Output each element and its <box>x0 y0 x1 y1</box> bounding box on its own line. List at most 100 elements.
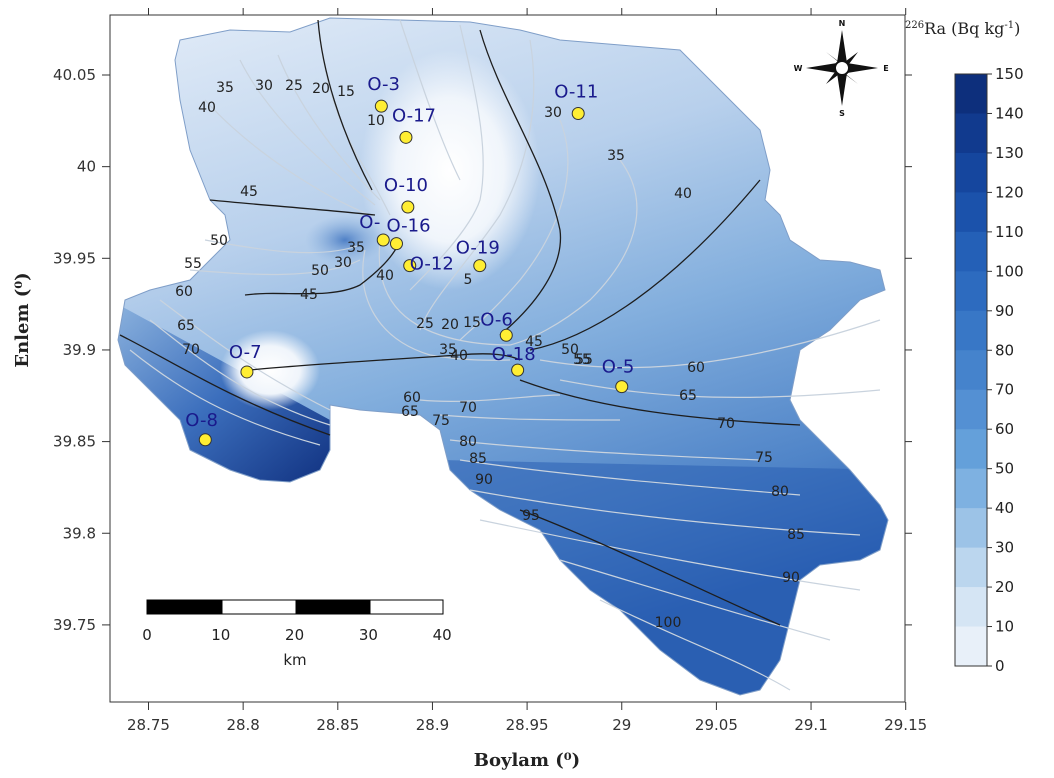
station-label: O-8 <box>185 410 218 431</box>
contour-label: 80 <box>459 434 477 450</box>
station-marker <box>198 433 212 447</box>
contour-label: 50 <box>311 263 329 279</box>
legend-label: 110 <box>995 223 1024 241</box>
legend-swatch <box>955 547 987 588</box>
legend-label: 100 <box>995 262 1024 280</box>
contour-label: 30 <box>255 78 273 94</box>
contour-label: 25 <box>285 78 303 94</box>
legend-label: 90 <box>995 302 1014 320</box>
compass-east: E <box>883 64 888 73</box>
station-markers: O-3 O-17 O-11 O-10 O-16 O- O-12O-19 O-6 O-18 O-5 O… <box>185 74 634 447</box>
legend-swatch <box>955 429 987 470</box>
legend-label: 30 <box>995 539 1014 557</box>
y-tick-label: 40.05 <box>53 66 96 84</box>
contour-label: 40 <box>198 100 216 116</box>
legend-swatch <box>955 113 987 154</box>
contour-label: 75 <box>432 413 450 429</box>
legend-label: 20 <box>995 578 1014 596</box>
contour-label: 50 <box>561 342 579 358</box>
station-marker <box>511 363 525 377</box>
contour-label: 65 <box>401 404 419 420</box>
legend-swatch <box>955 152 987 193</box>
contour-label: 35 <box>347 240 365 256</box>
contour-label: 15 <box>337 84 355 100</box>
legend-label: 60 <box>995 420 1014 438</box>
contour-label: 100 <box>655 615 682 631</box>
contour-label: 60 <box>403 390 421 406</box>
scale-bar: 0 10 20 30 40 km <box>142 599 452 669</box>
compass-north: N <box>839 19 846 28</box>
contour-label: 60 <box>687 360 705 376</box>
contour-label: 10 <box>367 113 385 129</box>
contour-label: 5 <box>464 272 473 288</box>
contour-label: 45 <box>525 334 543 350</box>
station-label: O-16 <box>386 216 430 237</box>
x-tick-label: 28.75 <box>127 716 170 734</box>
scale-unit: km <box>283 651 306 669</box>
contour-label: 55 <box>573 352 591 368</box>
legend-label: 140 <box>995 104 1024 122</box>
legend-swatch <box>955 468 987 509</box>
scale-tick-label: 20 <box>285 626 304 644</box>
contour-label: 45 <box>300 287 318 303</box>
contour-label: 35 <box>216 80 234 96</box>
legend-label: 150 <box>995 65 1024 83</box>
scale-tick-label: 30 <box>359 626 378 644</box>
x-tick-label: 28.9 <box>416 716 449 734</box>
contour-lines <box>129 19 881 691</box>
legend-label: 40 <box>995 499 1014 517</box>
x-tick-label: 28.8 <box>226 716 259 734</box>
x-tick-label: 29.1 <box>794 716 827 734</box>
contour-label: 40 <box>674 186 692 202</box>
station-label: O-18 <box>492 344 536 365</box>
legend-swatch <box>955 310 987 351</box>
contour-label: 20 <box>312 81 330 97</box>
x-axis-ticks: 28.75 28.8 28.85 28.9 28.95 29 29.05 29.1 29.15 <box>127 8 927 734</box>
legend: 226Ra (Bq kg-1) 150140130120110100908070… <box>905 19 1024 675</box>
y-tick-label: 39.75 <box>53 616 96 634</box>
contour-label: 70 <box>717 416 735 432</box>
station-label: O-7 <box>229 342 262 363</box>
y-axis-title: Enlem (⁰) <box>12 272 33 367</box>
legend-frame <box>954 73 988 667</box>
station-marker <box>376 233 390 247</box>
compass-rose: N S E W <box>794 19 889 118</box>
station-label: O-6 <box>480 309 513 330</box>
x-tick-label: 29 <box>612 716 631 734</box>
legend-swatch <box>955 508 987 549</box>
station-marker <box>403 259 417 273</box>
x-tick-label: 28.95 <box>506 716 549 734</box>
station-marker <box>473 259 487 273</box>
station-marker <box>399 130 413 144</box>
legend-swatch <box>955 587 987 628</box>
major-contours <box>119 19 801 626</box>
scale-tick-label: 40 <box>433 626 452 644</box>
y-tick-label: 40 <box>77 158 96 176</box>
legend-label: 120 <box>995 183 1024 201</box>
contour-label: 75 <box>755 450 773 466</box>
station-marker <box>240 365 254 379</box>
station-marker <box>615 380 629 394</box>
legend-swatch <box>955 271 987 312</box>
contour-label: 70 <box>459 400 477 416</box>
contour-label: 70 <box>182 342 200 358</box>
y-tick-label: 39.8 <box>63 524 96 542</box>
legend-swatch <box>955 231 987 272</box>
contour-label: 55 <box>184 256 202 272</box>
station-label: O-19 <box>456 238 500 259</box>
station-marker <box>374 99 388 113</box>
contour-label: 80 <box>771 484 789 500</box>
station-marker <box>571 106 585 120</box>
contour-label: 25 <box>416 316 434 332</box>
station-label: O-11 <box>554 81 598 102</box>
contour-label: 35 <box>607 148 625 164</box>
station-marker <box>389 237 403 251</box>
station-marker <box>499 328 513 342</box>
contour-label: 20 <box>441 317 459 333</box>
y-tick-label: 39.9 <box>63 341 96 359</box>
legend-swatch <box>955 389 987 430</box>
contour-label: 15 <box>463 315 481 331</box>
station-label: O- <box>359 212 380 233</box>
legend-swatch <box>955 74 987 114</box>
